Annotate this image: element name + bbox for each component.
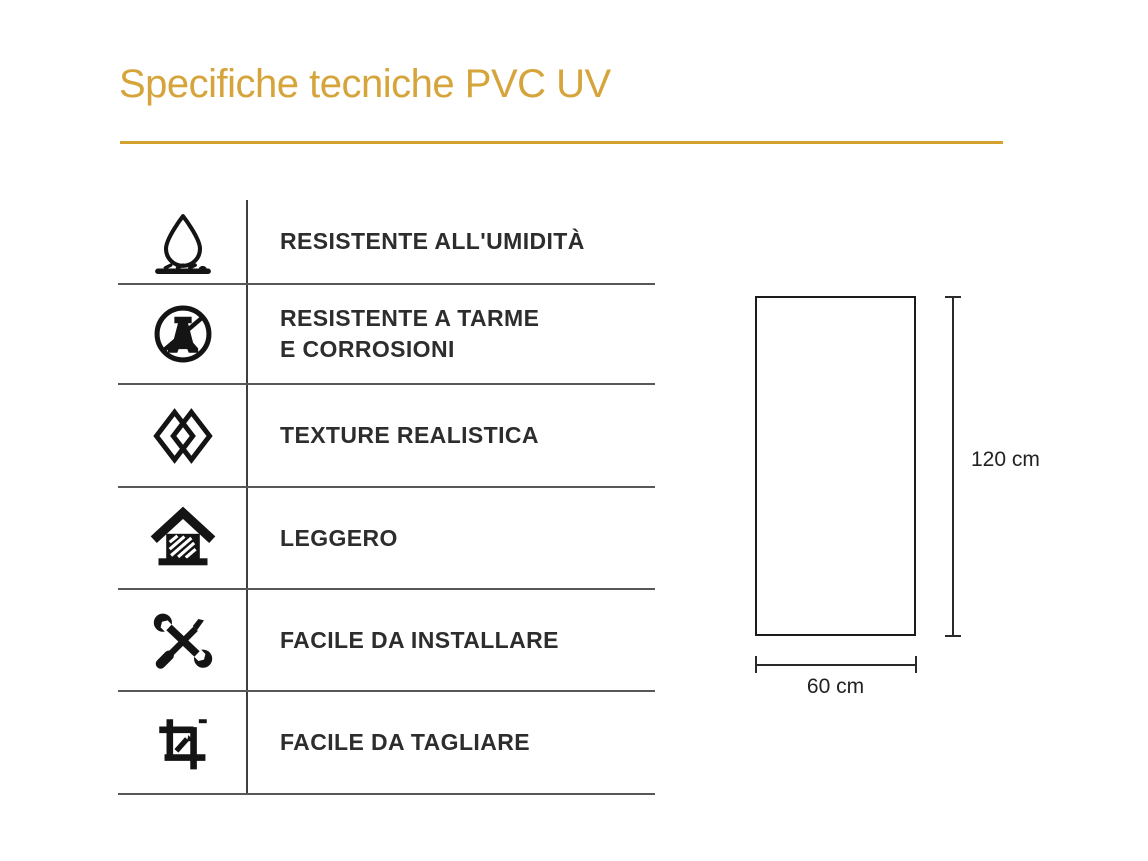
features-table: RESISTENTE ALL'UMIDITÀ RESISTENTE A TARM… [118,200,655,795]
feature-label: LEGGERO [280,524,398,551]
feature-label: TEXTURE REALISTICA [280,422,539,448]
feature-row-install: FACILE DA INSTALLARE [118,590,655,692]
feature-label: FACILE DA TAGLIARE [280,729,530,755]
width-dimension-cap-right [915,656,917,673]
feature-label: FACILE DA INSTALLARE [280,626,559,653]
page-title: Specifiche tecniche PVC UV [119,62,611,106]
feature-row-moisture: RESISTENTE ALL'UMIDITÀ [118,200,655,285]
texture-diamonds-icon [118,385,247,486]
height-dimension-line [952,297,954,637]
feature-row-texture: TEXTURE REALISTICA [118,385,655,488]
feature-label: RESISTENTE A TARME E CORROSIONI [280,305,540,362]
lightweight-house-icon [118,488,247,588]
feature-label: RESISTENTE ALL'UMIDITÀ [280,228,585,254]
width-dimension-cap-left [755,656,757,673]
water-droplet-icon [118,200,247,283]
crop-icon [118,692,247,793]
table-vertical-divider [246,200,248,795]
no-moths-icon [118,285,247,383]
feature-row-cut: FACILE DA TAGLIARE [118,692,655,795]
feature-row-no-moths: RESISTENTE A TARME E CORROSIONI [118,285,655,385]
height-dimension-cap-top [945,296,961,298]
panel-outline [755,296,916,636]
title-underline [120,141,1003,144]
feature-row-lightweight: LEGGERO [118,488,655,590]
width-label: 60 cm [806,675,865,698]
crossed-tools-icon [118,590,247,690]
height-label: 120 cm [971,448,1040,471]
height-dimension-cap-bottom [945,635,961,637]
width-dimension-line [756,664,916,666]
